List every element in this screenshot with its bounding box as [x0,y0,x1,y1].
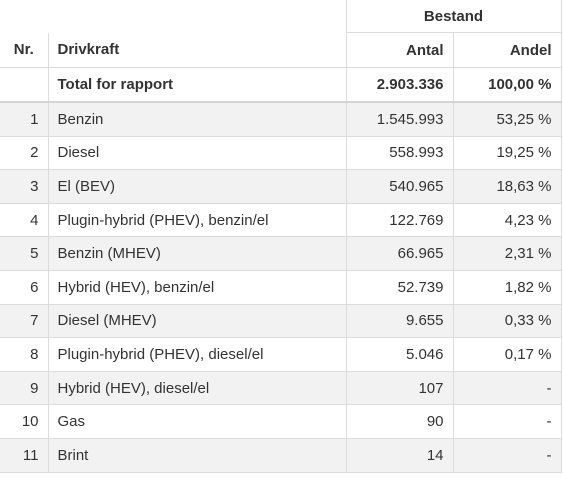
antal: 107 [345,370,454,406]
cell [0,67,49,103]
antal: 558.993 [345,135,454,171]
row-number: 10 [0,404,49,439]
row-number: 4 [0,202,49,238]
andel: - [452,370,562,406]
table-row: 1 Benzin 1.545.993 53,25 % [0,101,562,137]
andel: 53,25 % [452,101,562,137]
table-row: 7 Diesel (MHEV) 9.655 0,33 % [0,303,562,339]
antal: 9.655 [345,303,454,339]
table-row: 3 El (BEV) 540.965 18,63 % [0,169,562,204]
row-number: 9 [0,370,49,406]
andel: 1,82 % [452,269,562,305]
column-header: Andel [452,32,562,68]
drivkraft: Plugin-hybrid (PHEV), diesel/el [47,337,347,372]
antal: 5.046 [345,337,454,372]
antal: 14 [345,437,454,473]
row-number: 2 [0,135,49,171]
andel: - [452,437,562,473]
empty-header [0,0,347,33]
total-antal: 2.903.336 [345,67,454,103]
total-label: Total for rapport [47,67,347,103]
andel: 4,23 % [452,202,562,238]
andel: 18,63 % [452,169,562,204]
drivkraft: Gas [47,404,347,439]
antal: 540.965 [345,169,454,204]
table-row: 8 Plugin-hybrid (PHEV), diesel/el 5.046 0,1… [0,337,562,372]
antal: 52.739 [345,269,454,305]
group-header: Bestand [345,0,562,33]
andel: 0,33 % [452,303,562,339]
row-number: 1 [0,101,49,137]
antal: 122.769 [345,202,454,238]
row-number: 8 [0,337,49,372]
drivkraft: Plugin-hybrid (PHEV), benzin/el [47,202,347,238]
antal: 90 [345,404,454,439]
drivkraft: Diesel [47,135,347,171]
andel: 0,17 % [452,337,562,372]
andel: - [452,404,562,439]
total-andel: 100,00 % [452,67,562,103]
andel: 19,25 % [452,135,562,171]
row-number: 5 [0,236,49,271]
column-header: Antal [345,32,454,68]
row-number: 7 [0,303,49,339]
row-number: 6 [0,269,49,305]
column-header: Nr. [0,32,49,68]
table-row: 11 Brint 14- [0,437,562,473]
drivkraft: Brint [47,437,347,473]
andel: 2,31 % [452,236,562,271]
drivkraft: Hybrid (HEV), diesel/el [47,370,347,406]
drivkraft: El (BEV) [47,169,347,204]
table-row: 6 Hybrid (HEV), benzin/el 52.739 1,82 % [0,269,562,305]
total-row: Total for rapport 2.903.336 100,00 % [0,67,562,103]
drivkraft: Benzin (MHEV) [47,236,347,271]
table-row: 5 Benzin (MHEV) 66.965 2,31 % [0,236,562,271]
drivkraft: Diesel (MHEV) [47,303,347,339]
antal: 66.965 [345,236,454,271]
table-row: 2 Diesel 558.993 19,25 % [0,135,562,171]
row-number: 3 [0,169,49,204]
row-number: 11 [0,437,49,473]
drivkraft: Benzin [47,101,347,137]
table-row: 9 Hybrid (HEV), diesel/el 107- [0,370,562,406]
header-row: Nr. Drivkraft Antal Andel [0,32,562,68]
antal: 1.545.993 [345,101,454,137]
drivkraft: Hybrid (HEV), benzin/el [47,269,347,305]
column-header: Drivkraft [47,32,347,68]
table-row: 4 Plugin-hybrid (PHEV), benzin/el 122.769 4… [0,202,562,238]
table-row: 10 Gas 90- [0,404,562,439]
header-row: Bestand [0,0,562,33]
